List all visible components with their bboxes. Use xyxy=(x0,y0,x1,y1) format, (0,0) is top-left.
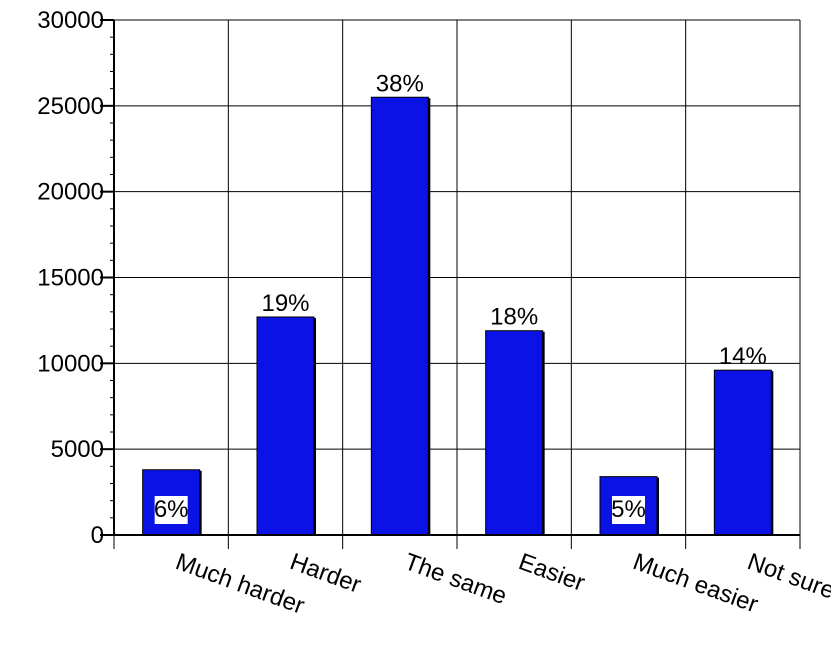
y-tick-label: 30000 xyxy=(37,7,104,34)
data-labels: 6% 19% 38% 18% 5% 14% xyxy=(154,70,767,524)
y-tick-label: 10000 xyxy=(37,350,104,377)
y-tick-label: 0 xyxy=(91,522,104,549)
data-label-box xyxy=(154,496,188,524)
bars xyxy=(142,96,774,536)
data-label: 5% xyxy=(611,496,646,523)
bar xyxy=(713,369,772,536)
data-label: 19% xyxy=(261,290,309,317)
axes xyxy=(100,19,801,549)
y-tick-label: 5000 xyxy=(51,436,104,463)
y-tick-label: 15000 xyxy=(37,265,104,292)
y-tick-label: 20000 xyxy=(37,179,104,206)
data-label: 6% xyxy=(154,496,189,523)
bar xyxy=(485,330,544,536)
data-label-box xyxy=(612,496,645,524)
gridlines xyxy=(114,19,801,535)
x-tick-label: Much harder xyxy=(172,548,308,619)
data-label: 18% xyxy=(490,304,538,331)
x-tick-label: The same xyxy=(401,548,511,610)
bar xyxy=(370,96,429,536)
x-tick-label: Easier xyxy=(515,548,588,597)
data-label: 14% xyxy=(719,343,767,370)
x-tick-label: Much easier xyxy=(629,548,761,618)
bar xyxy=(256,316,315,536)
y-tick-label: 25000 xyxy=(37,93,104,120)
y-tick-labels: 0 5000 10000 15000 20000 25000 30000 xyxy=(37,7,104,549)
data-label: 38% xyxy=(376,70,424,97)
